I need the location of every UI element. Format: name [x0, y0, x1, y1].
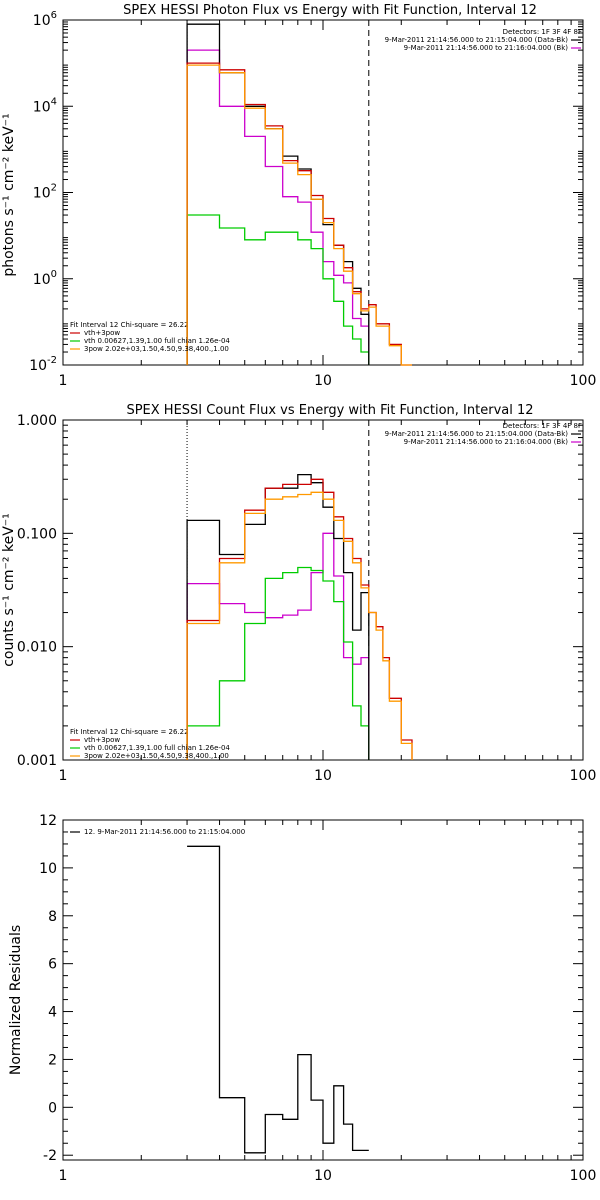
y-tick-label: 4: [48, 1005, 57, 1021]
y-tick-label: 10-2: [29, 355, 57, 374]
y-tick-label: 12: [39, 813, 57, 829]
series-vth-histogram: [186, 214, 370, 365]
x-tick-label: 1: [59, 373, 68, 389]
y-tick-label: 102: [33, 183, 57, 202]
y-tick-label: 1.000: [17, 413, 57, 429]
y-tick-label: 0.001: [17, 753, 57, 769]
panel2-frame: [62, 419, 584, 761]
series-vth-histogram: [186, 566, 370, 760]
panel2-plot-area: 1 10 100 0.001 0.010 0.100 1.000 9-Mar-2011 21:…: [17, 413, 596, 784]
count-flux-panel: SPEX HESSI Count Flux vs Energy with Fit…: [1, 403, 596, 784]
legend-left-entry: vth+3pow: [84, 736, 120, 744]
legend-right-entry: 9-Mar-2011 21:14:56.000 to 21:15:04.000 …: [385, 36, 569, 44]
legend-left-entry: 3pow 2.02e+03,1.50,4.50,9.38,400.,1.00: [84, 752, 229, 760]
panel1-fit-info: Fit Interval 12 Chi-square = 26.22: [70, 321, 189, 329]
y-tick-label: 0.010: [17, 640, 57, 656]
legend-right-entry: 9-Mar-2011 21:14:56.000 to 21:15:04.000 …: [385, 430, 569, 438]
series-pow-histogram: [186, 64, 412, 366]
series-bk-histogram: [186, 49, 370, 365]
panel3-plot-area: 1 10 100 -2 0 2 4 6 8 10 12 12. 9-Mar-2011 21:14:56…: [39, 813, 596, 1184]
x-tick-label: 1: [59, 768, 68, 784]
panel2-title: SPEX HESSI Count Flux vs Energy with Fit…: [126, 403, 533, 418]
series-pow-histogram: [186, 491, 413, 760]
legend-left-entry: vth 0.00627,1.39,1.00 full chian 1.26e-0…: [84, 337, 230, 345]
x-tick-label: 1: [59, 1168, 68, 1184]
y-tick-label: 104: [33, 96, 57, 115]
x-tick-label: 100: [570, 768, 597, 784]
y-tick-label: 100: [33, 269, 57, 288]
panel1-ylabel: photons s⁻¹ cm⁻² keV⁻¹: [1, 113, 17, 276]
x-tick-label: 10: [314, 373, 332, 389]
y-tick-label: 8: [48, 909, 57, 925]
legend-right-entry: 9-Mar-2011 21:14:56.000 to 21:16:04.000 …: [404, 438, 569, 446]
legend-left-entry: 3pow 2.02e+03,1.50,4.50,9.38,400.,1.00: [84, 345, 229, 353]
y-tick-label: 6: [48, 957, 57, 973]
x-tick-label: 10: [314, 768, 332, 784]
x-tick-label: 100: [570, 1168, 597, 1184]
series-total-histogram: [186, 62, 412, 366]
y-tick-label: 0.100: [17, 526, 57, 542]
x-tick-label: 10: [314, 1168, 332, 1184]
panel1-detectors: Detectors: 1F 3F 4F 8F: [503, 28, 582, 36]
x-tick-label: 100: [570, 373, 597, 389]
panel1-frame: [62, 19, 584, 366]
series-total-histogram: [186, 478, 413, 760]
panel3-ylabel: Normalized Residuals: [8, 925, 24, 1075]
y-tick-label: 10: [39, 861, 57, 877]
series-data-histogram: [186, 23, 370, 365]
panel2-fit-info: Fit Interval 12 Chi-square = 26.22: [70, 728, 189, 736]
photon-flux-panel: SPEX HESSI Photon Flux vs Energy with Fi…: [1, 3, 596, 389]
y-tick-label: 0: [48, 1100, 57, 1116]
panel2-ylabel: counts s⁻¹ cm⁻² keV⁻¹: [1, 513, 17, 667]
legend-left-entry: 12. 9-Mar-2011 21:14:56.000 to 21:15:04.…: [84, 828, 245, 836]
legend-right-entry: 9-Mar-2011 21:14:56.000 to 21:16:04.000 …: [404, 44, 569, 52]
panel1-title: SPEX HESSI Photon Flux vs Energy with Fi…: [123, 3, 537, 18]
legend-left-entry: vth+3pow: [84, 329, 120, 337]
legend-left-entry: vth 0.00627,1.39,1.00 full chian 1.26e-0…: [84, 744, 230, 752]
residuals-panel: Normalized Residuals 1 10 100 -2 0 2 4 6 8 10 12 12…: [8, 813, 596, 1184]
series-data-histogram: [187, 845, 369, 1154]
panel1-plot-area: 1 10 100 10-2 100 102 104 106 9-Mar-2011 21:14:5…: [29, 10, 596, 389]
y-tick-label: 2: [48, 1052, 57, 1068]
y-tick-label: -2: [43, 1148, 57, 1164]
panel2-detectors: Detectors: 1F 3F 4F 8F: [503, 422, 582, 430]
y-tick-label: 106: [33, 10, 57, 29]
